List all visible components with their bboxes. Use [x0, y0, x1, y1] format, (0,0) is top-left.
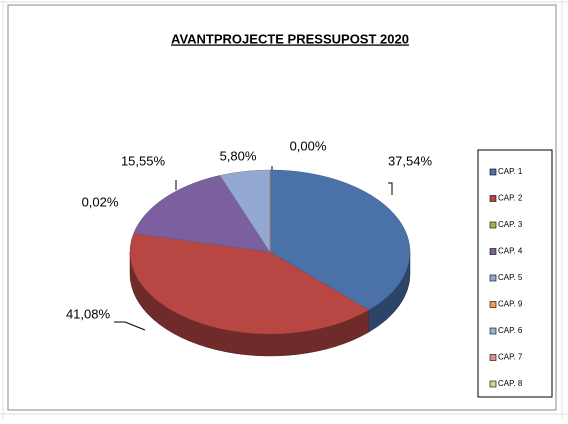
legend-label: CAP. 7	[498, 353, 523, 362]
legend-swatch	[489, 248, 497, 255]
legend-label: CAP. 2	[498, 194, 523, 203]
legend-label: CAP. 8	[498, 379, 523, 388]
data-label: 37,54%	[388, 153, 433, 168]
data-label: 5,80%	[220, 148, 257, 163]
legend-label: CAP. 9	[498, 300, 523, 309]
slice	[269, 169, 411, 311]
legend-label: CAP. 1	[498, 167, 523, 176]
slice	[129, 233, 370, 335]
legend-label: CAP. 6	[498, 326, 523, 335]
data-label: 0,02%	[82, 194, 119, 209]
slice	[133, 175, 271, 253]
legend-label: CAP. 3	[498, 220, 523, 229]
legend-swatch	[489, 221, 497, 229]
data-label: 41,08%	[66, 306, 111, 321]
legend-swatch	[489, 195, 497, 202]
legend-swatch	[489, 327, 497, 335]
chart-title: AVANTPROJECTE PRESSUPOST 2020	[171, 31, 409, 46]
legend-swatch	[489, 168, 497, 176]
data-label: 0,00%	[290, 138, 327, 153]
legend-label: CAP. 5	[498, 273, 523, 282]
legend-swatch	[489, 380, 497, 388]
data-label: 15,55%	[121, 153, 166, 168]
legend-swatch	[489, 301, 497, 308]
legend-swatch	[489, 274, 497, 282]
legend-label: CAP. 4	[498, 247, 523, 256]
legend-swatch	[489, 354, 497, 361]
